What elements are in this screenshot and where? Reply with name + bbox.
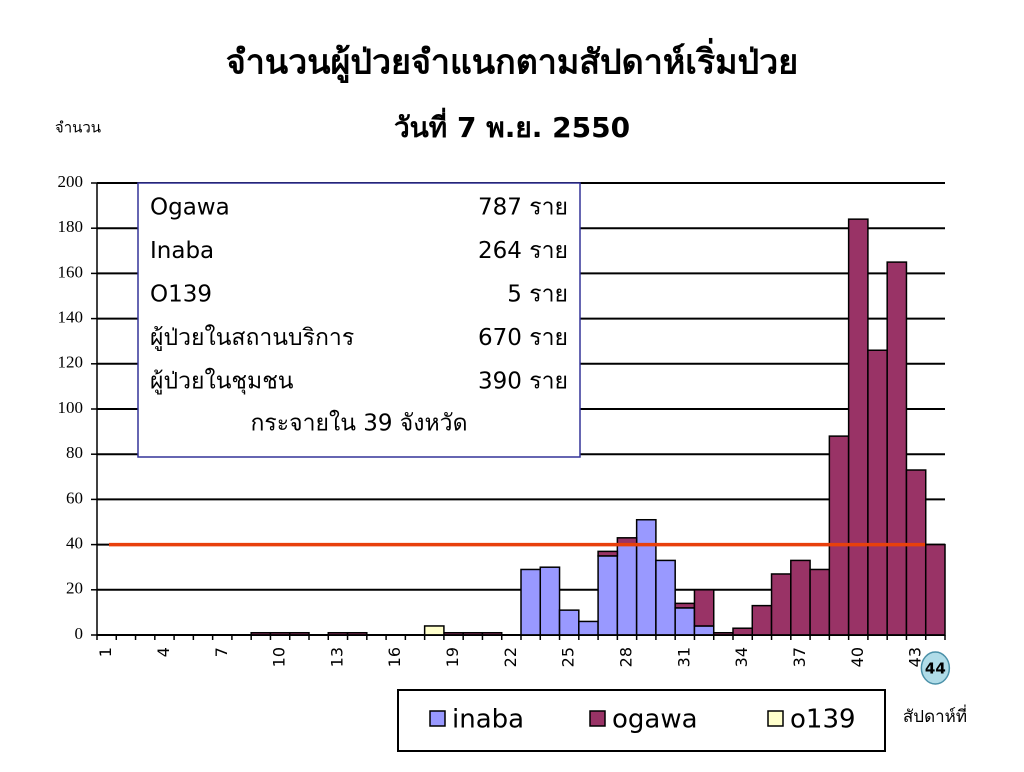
- bar: [635, 518, 657, 636]
- y-tick-label: 140: [58, 308, 84, 327]
- bar: [423, 625, 445, 636]
- bar: [520, 568, 542, 636]
- x-tick-label: 10: [270, 647, 289, 667]
- y-tick-label: 20: [66, 579, 83, 598]
- y-tick-label: 100: [58, 398, 84, 417]
- legend-swatch: [767, 710, 784, 727]
- bar: [867, 349, 888, 636]
- bar: [558, 609, 580, 636]
- legend-box: [397, 689, 886, 752]
- x-tick-label: 19: [443, 647, 462, 667]
- x-tick-label: 43: [906, 647, 925, 667]
- bar: [616, 543, 638, 636]
- y-tick-label: 160: [58, 262, 84, 281]
- y-tick-label: 80: [66, 443, 83, 462]
- bar: [597, 555, 619, 636]
- legend-swatch: [589, 710, 606, 727]
- info-value: 670 ราย: [478, 325, 568, 351]
- info-footer: กระจายใน 39 จังหวัด: [250, 410, 467, 437]
- x-tick-label: 44: [925, 660, 946, 678]
- bar: [674, 607, 696, 636]
- info-value: 390 ราย: [478, 369, 568, 395]
- bar: [693, 589, 715, 627]
- bar: [539, 566, 561, 636]
- bar: [924, 543, 946, 636]
- bar: [886, 261, 908, 636]
- bar: [809, 568, 831, 636]
- x-tick-label: 7: [212, 647, 231, 657]
- info-label: ผู้ป่วยในสถานบริการ: [150, 324, 354, 351]
- y-tick-label: 200: [58, 172, 84, 191]
- y-tick-label: 120: [58, 353, 84, 372]
- bar: [751, 604, 773, 636]
- legend-swatch: [429, 710, 446, 727]
- bar: [655, 559, 676, 636]
- x-tick-label: 34: [732, 647, 751, 667]
- info-value: 787 ราย: [478, 195, 568, 221]
- x-tick-label: 16: [385, 647, 404, 667]
- bar: [597, 550, 619, 557]
- info-label: Ogawa: [150, 195, 230, 221]
- legend-label: inaba: [452, 705, 524, 735]
- bar: [847, 218, 869, 636]
- y-tick-label: 180: [58, 217, 84, 236]
- chart-title: จำนวนผู้ป่วยจำแนกตามสัปดาห์เริ่มป่วย: [226, 38, 798, 84]
- x-tick-label: 1: [96, 647, 115, 657]
- x-tick-label: 4: [154, 647, 173, 657]
- info-label: Inaba: [150, 238, 214, 264]
- x-tick-label: 25: [559, 647, 578, 667]
- info-label: O139: [150, 282, 212, 308]
- x-tick-label: 31: [674, 647, 693, 667]
- highlight-circle: [920, 651, 951, 685]
- bar: [732, 627, 754, 636]
- info-value: 5 ราย: [507, 282, 568, 308]
- chart-subtitle: วันที่ 7 พ.ย. 2550: [394, 107, 630, 144]
- y-tick-label: 60: [66, 488, 83, 507]
- y-axis-label: จำนวน: [55, 119, 101, 136]
- x-tick-label: 40: [848, 647, 867, 667]
- info-box: [137, 182, 581, 458]
- bar: [693, 625, 715, 636]
- bar: [790, 559, 811, 636]
- info-value: 264 ราย: [478, 238, 568, 264]
- x-tick-label: 28: [617, 647, 636, 667]
- legend-label: o139: [790, 705, 856, 735]
- bar: [905, 469, 927, 636]
- bar: [674, 602, 696, 609]
- x-tick-label: 13: [327, 647, 346, 667]
- y-tick-label: 40: [66, 534, 83, 553]
- bar: [578, 620, 599, 636]
- bar: [770, 573, 792, 636]
- bar: [828, 435, 850, 636]
- x-axis-label: สัปดาห์ที่: [903, 704, 967, 726]
- info-label: ผู้ป่วยในชุมชน: [150, 368, 294, 395]
- x-tick-label: 37: [790, 647, 809, 667]
- legend-label: ogawa: [612, 705, 698, 735]
- y-tick-label: 0: [75, 624, 84, 643]
- x-tick-label: 22: [501, 647, 520, 667]
